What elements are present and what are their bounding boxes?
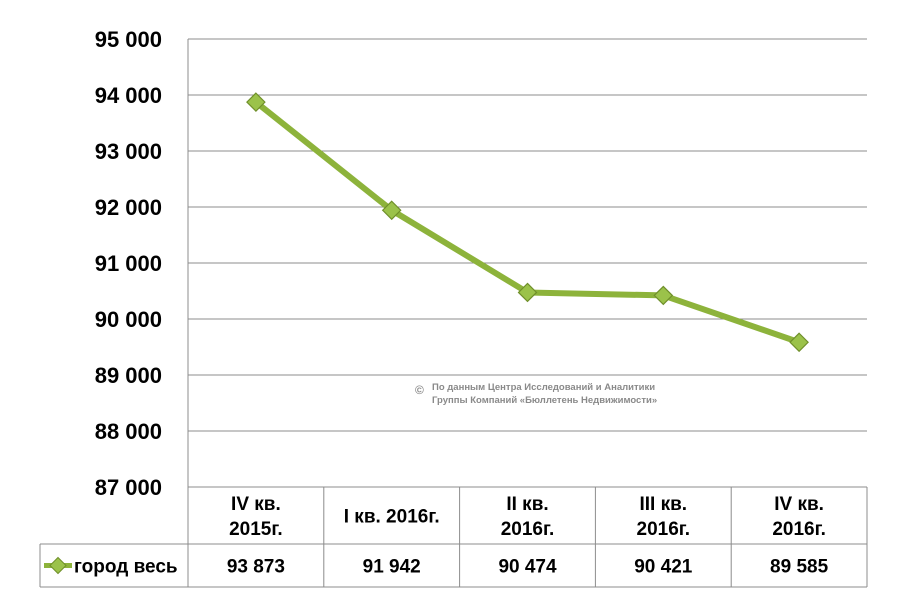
y-tick-label: 95 000 [95, 27, 162, 52]
y-tick-label: 89 000 [95, 363, 162, 388]
data-point-marker [653, 285, 674, 306]
y-axis-tick-labels: 87 000 88 000 89 000 90 000 91 000 92 000 93 0… [95, 27, 162, 500]
data-value-label: 90 474 [498, 557, 557, 578]
category-label: 2015г. [229, 519, 283, 540]
y-tick-label: 92 000 [95, 195, 162, 220]
y-tick-label: 87 000 [95, 475, 162, 500]
series-line-group [246, 92, 809, 353]
data-point-marker [789, 332, 809, 353]
y-tick-label: 88 000 [95, 419, 162, 444]
data-value-label: 93 873 [227, 557, 285, 578]
data-table: IV кв. 2015г. I кв. 2016г. II кв. 2016г. III … [39, 486, 868, 588]
data-value-label: 91 942 [363, 557, 421, 578]
category-label: 2016г. [772, 519, 826, 540]
legend-marker-swatch [49, 556, 67, 575]
watermark: © По данным Центра Исследований и Аналит… [415, 382, 657, 406]
y-tick-label: 91 000 [95, 251, 162, 276]
y-tick-label: 93 000 [95, 139, 162, 164]
category-label: IV кв. [774, 494, 824, 515]
data-point-marker [517, 282, 538, 303]
category-label: I кв. 2016г. [344, 507, 440, 528]
category-label: 2016г. [637, 519, 691, 540]
category-label: 2016г. [501, 519, 555, 540]
category-label: II кв. [506, 494, 548, 515]
watermark-line-2: Группы Компаний «Бюллетень Недвижимости» [432, 395, 657, 406]
watermark-line-1: По данным Центра Исследований и Аналитик… [432, 382, 655, 393]
category-label: IV кв. [231, 494, 281, 515]
watermark-symbol: © [415, 383, 424, 397]
data-value-label: 90 421 [634, 557, 693, 578]
data-point-marker [381, 200, 402, 221]
y-tick-label: 90 000 [95, 307, 162, 332]
category-label: III кв. [640, 494, 688, 515]
series-line [252, 99, 803, 346]
y-tick-label: 94 000 [95, 83, 162, 108]
gridlines [187, 38, 867, 487]
data-value-label: 89 585 [770, 557, 829, 578]
data-point-marker [246, 92, 266, 112]
legend-series-name: город весь [74, 557, 178, 578]
